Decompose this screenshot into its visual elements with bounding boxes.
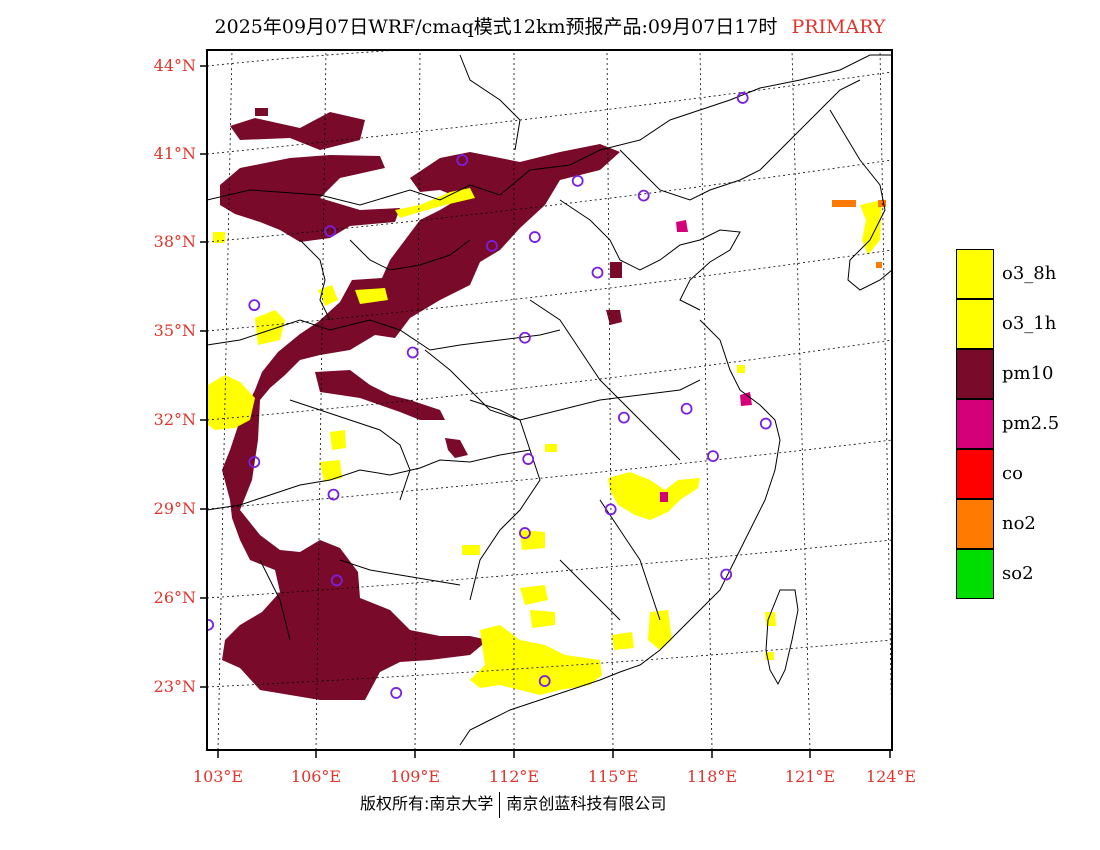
lon-label-118: 118°E	[686, 767, 738, 786]
legend-item: so2	[956, 549, 1076, 599]
lon-label-109: 109°E	[389, 767, 441, 786]
station-marker	[485, 240, 498, 252]
station-marker	[324, 225, 337, 238]
station-marker	[330, 574, 343, 587]
station-marker	[406, 346, 419, 359]
legend-label: o3_8h	[1002, 263, 1057, 284]
legend-label: o3_1h	[1002, 313, 1057, 334]
station-marker	[759, 417, 772, 430]
legend-item: pm10	[956, 349, 1076, 399]
station-marker	[528, 231, 541, 243]
footer-divider	[499, 791, 501, 818]
station-marker	[248, 299, 261, 312]
station-marker	[720, 568, 733, 581]
station-marker	[207, 618, 214, 631]
lat-label-35: 35°N	[153, 321, 196, 340]
legend-swatch	[956, 499, 994, 549]
legend-label: pm2.5	[1002, 413, 1060, 434]
station-marker	[618, 411, 630, 424]
lat-label-29: 29°N	[153, 499, 196, 518]
copyright-footer: 版权所有:南京大学 南京创蓝科技有限公司	[360, 790, 666, 818]
lat-label-44: 44°N	[153, 56, 196, 75]
pollutant-legend: o3_8h o3_1h pm10 pm2.5 co no2 so2	[956, 249, 1076, 599]
lon-label-115: 115°E	[587, 767, 639, 786]
copyright-left: 版权所有:南京大学	[360, 794, 494, 813]
station-marker	[637, 189, 650, 202]
title-tag: PRIMARY	[791, 16, 886, 38]
station-marker	[456, 154, 469, 167]
o3-region	[208, 188, 882, 695]
station-marker	[519, 527, 531, 539]
station-marker	[591, 266, 604, 279]
legend-label: so2	[1002, 563, 1034, 584]
station-marker	[736, 92, 749, 104]
legend-swatch	[956, 449, 994, 499]
map-title: 2025年09月07日WRF/cmaq模式12km预报产品:09月07日17时 P…	[0, 12, 1100, 39]
pm10-region	[220, 108, 622, 700]
station-marker	[571, 174, 584, 187]
legend-swatch	[956, 549, 994, 599]
copyright-right: 南京创蓝科技有限公司	[506, 794, 667, 813]
legend-item: o3_8h	[956, 249, 1076, 299]
legend-item: co	[956, 449, 1076, 499]
legend-label: no2	[1002, 513, 1036, 534]
station-marker	[604, 503, 617, 516]
map-frame	[206, 49, 893, 751]
legend-label: pm10	[1002, 363, 1054, 384]
lat-label-32: 32°N	[153, 410, 196, 429]
lon-label-103: 103°E	[192, 767, 244, 786]
lat-label-23: 23°N	[153, 677, 196, 696]
lat-label-26: 26°N	[153, 588, 196, 607]
lon-label-106: 106°E	[290, 767, 342, 786]
station-marker	[519, 331, 531, 344]
legend-swatch	[956, 399, 994, 449]
legend-swatch	[956, 349, 994, 399]
legend-label: co	[1002, 463, 1023, 484]
station-marker	[707, 450, 719, 463]
legend-swatch	[956, 299, 994, 349]
legend-swatch	[956, 249, 994, 299]
lon-label-112: 112°E	[488, 767, 540, 786]
lon-label-124: 124°E	[865, 767, 917, 786]
station-marker	[248, 456, 261, 468]
boundaries	[207, 54, 892, 746]
graticule	[207, 50, 892, 750]
station-marker	[327, 488, 340, 501]
legend-item: o3_1h	[956, 299, 1076, 349]
station-marker	[522, 453, 535, 465]
station-marker	[680, 402, 693, 415]
pm25-region	[660, 220, 752, 502]
station-marker	[538, 675, 551, 687]
title-main: 2025年09月07日WRF/cmaq模式12km预报产品:09月07日17时	[214, 16, 778, 38]
lat-label-41: 41°N	[153, 144, 196, 163]
lon-label-121: 121°E	[784, 767, 836, 786]
legend-item: pm2.5	[956, 399, 1076, 449]
axis-ticks	[200, 65, 891, 758]
station-markers	[207, 92, 772, 699]
lat-label-38: 38°N	[153, 232, 196, 251]
legend-item: no2	[956, 499, 1076, 549]
station-marker	[390, 687, 403, 699]
